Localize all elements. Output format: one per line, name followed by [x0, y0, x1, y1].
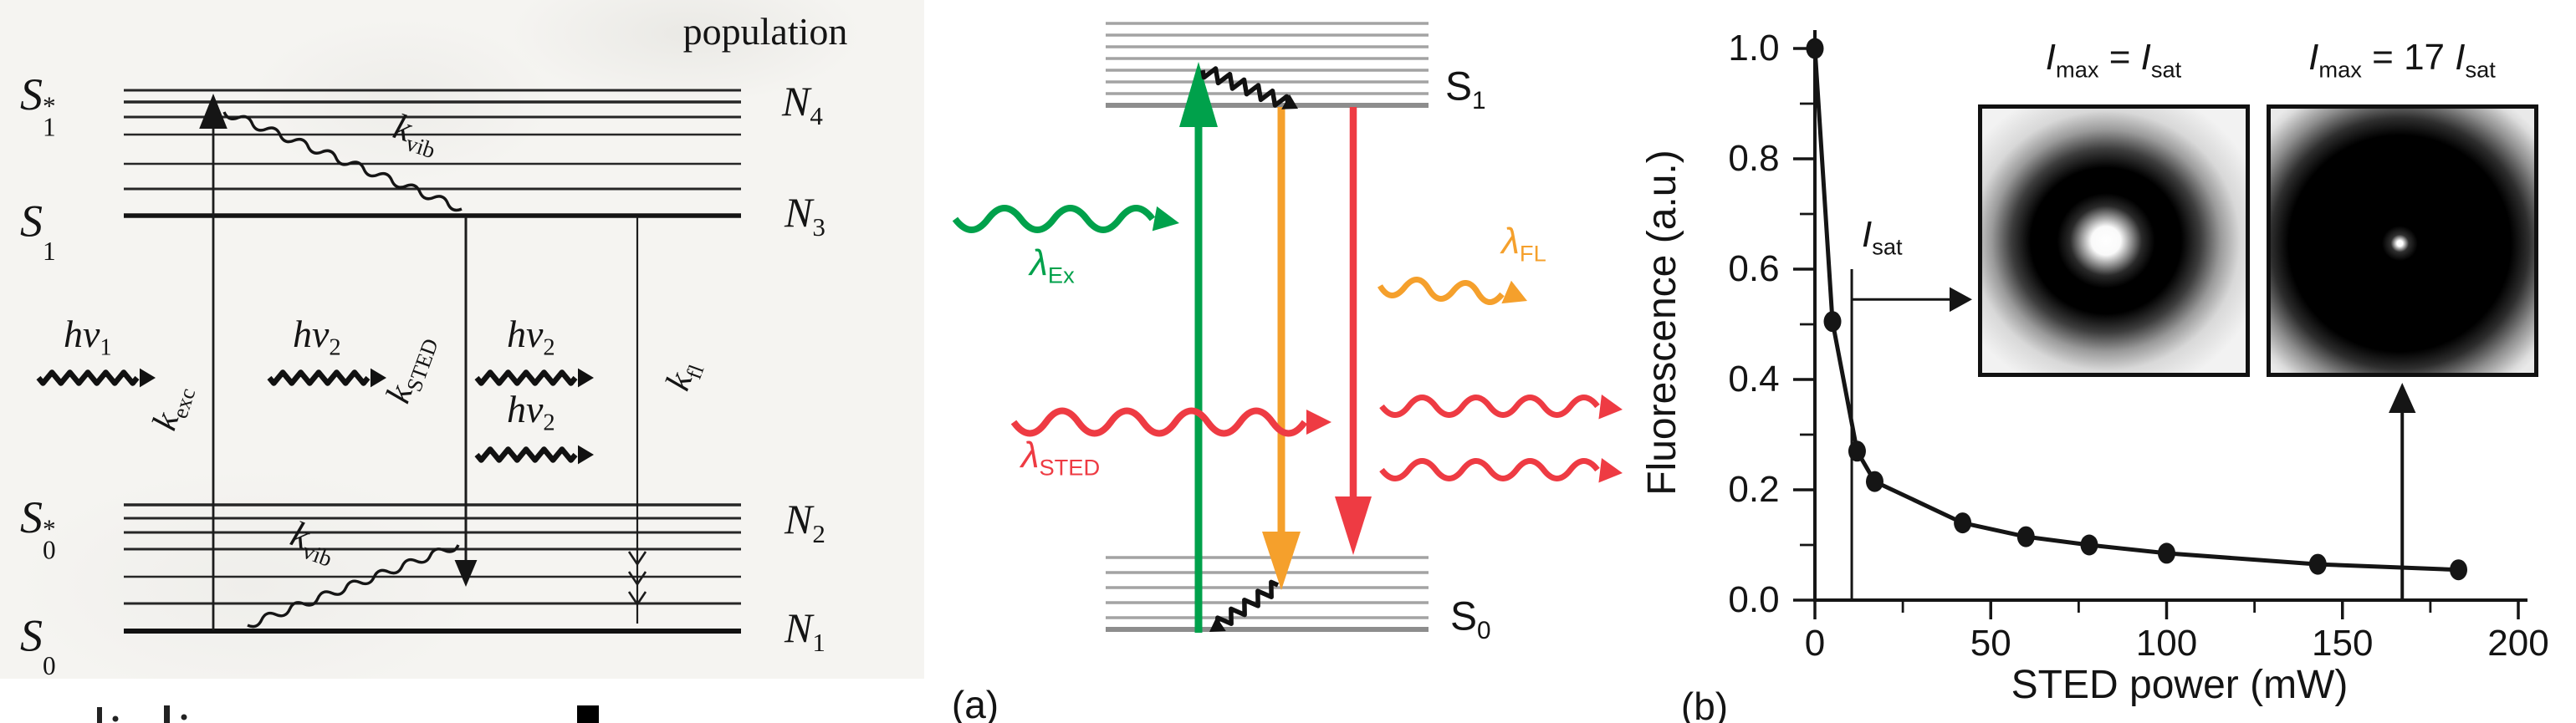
sted-diagram-art [952, 22, 1623, 633]
sted-power-plot [1793, 30, 2527, 619]
scanned-panel-background [0, 0, 924, 679]
data-point [1823, 311, 1842, 333]
isat-annotation-label: Isat [1862, 214, 1903, 260]
x-tick-label: 200 [2487, 623, 2549, 664]
panel-b-label: (b) [1680, 685, 1729, 723]
population-label-n1: N1 [785, 604, 825, 657]
population-label-n3: N3 [785, 189, 825, 242]
lambda-ex-label: λEx [1030, 242, 1075, 288]
y-tick-label: 0.2 [1728, 469, 1780, 510]
psf-inset-saturated-image [2267, 104, 2538, 377]
data-point [1806, 38, 1824, 59]
population-label-n4: N4 [782, 78, 823, 130]
x-tick-label: 100 [2135, 623, 2198, 664]
data-point [2450, 559, 2468, 581]
y-axis-title: Fluorescence (a.u.) [1640, 150, 1684, 496]
black-square-mark [577, 705, 599, 723]
population-label-n2: N2 [785, 496, 825, 548]
state-label-s0-star: S * 0 [20, 491, 56, 565]
psf-inset-donut-image [1978, 104, 2250, 377]
y-tick-label: 0.8 [1728, 138, 1780, 179]
inset-donut-title: Imax = Isat [2045, 37, 2182, 83]
data-point [2080, 534, 2098, 556]
data-point [1954, 512, 1972, 534]
jablonski-art [36, 89, 741, 634]
sted-level-label-s1: S1 [1445, 64, 1486, 115]
cropped-caption-fragment [97, 705, 599, 723]
data-point [2308, 553, 2327, 575]
population-title: population [682, 10, 848, 53]
photon-label-hv2-left: hν2 [293, 312, 341, 361]
inset-saturated-title: Imax = 17 Isat [2308, 37, 2496, 83]
y-tick-label: 0.6 [1728, 248, 1780, 289]
panel-a-label: (a) [951, 683, 999, 723]
lambda-fl-label: λFL [1501, 221, 1546, 267]
data-point [2158, 542, 2175, 564]
y-tick-label: 0.4 [1728, 359, 1780, 400]
state-label-s1-star: S * 1 [20, 69, 56, 142]
photon-label-hv2-right-lower: hν2 [507, 387, 555, 436]
data-point [1865, 471, 1883, 492]
photon-label-hv2-right-upper: hν2 [507, 312, 555, 361]
x-tick-label: 50 [1970, 623, 2011, 664]
x-tick-label: 0 [1804, 623, 1826, 664]
data-point [2016, 526, 2035, 547]
photon-label-hv1: hν1 [64, 312, 112, 361]
depletion-curve [1812, 48, 2459, 573]
data-point [1848, 440, 1866, 462]
lambda-sted-label: λSTED [1020, 435, 1101, 481]
y-tick-label: 0.0 [1728, 579, 1780, 620]
sted-level-label-s0: S0 [1450, 594, 1491, 644]
y-tick-label: 1.0 [1728, 28, 1780, 69]
x-axis-title: STED power (mW) [2011, 663, 2349, 707]
x-tick-label: 150 [2312, 623, 2374, 664]
